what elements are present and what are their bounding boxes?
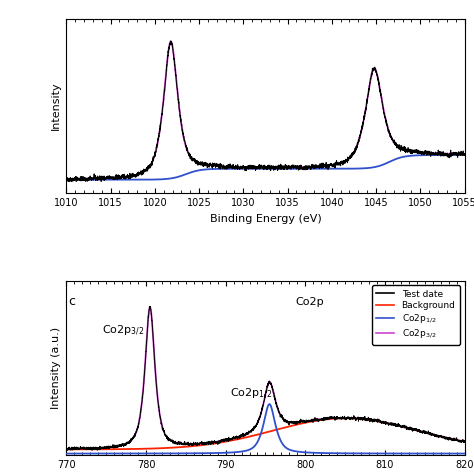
- Text: c: c: [69, 295, 76, 308]
- Text: Co2p$_{1/2}$: Co2p$_{1/2}$: [229, 387, 272, 401]
- Text: Co2p: Co2p: [295, 297, 324, 307]
- Y-axis label: Intensity (a.u.): Intensity (a.u.): [51, 327, 61, 409]
- X-axis label: Binding Energy (eV): Binding Energy (eV): [210, 214, 321, 224]
- Legend: Test date, Background, Co2p$_{1/2}$, Co2p$_{3/2}$: Test date, Background, Co2p$_{1/2}$, Co2…: [372, 285, 460, 345]
- Text: Co2p$_{3/2}$: Co2p$_{3/2}$: [102, 324, 145, 337]
- Y-axis label: Intensity: Intensity: [51, 82, 61, 130]
